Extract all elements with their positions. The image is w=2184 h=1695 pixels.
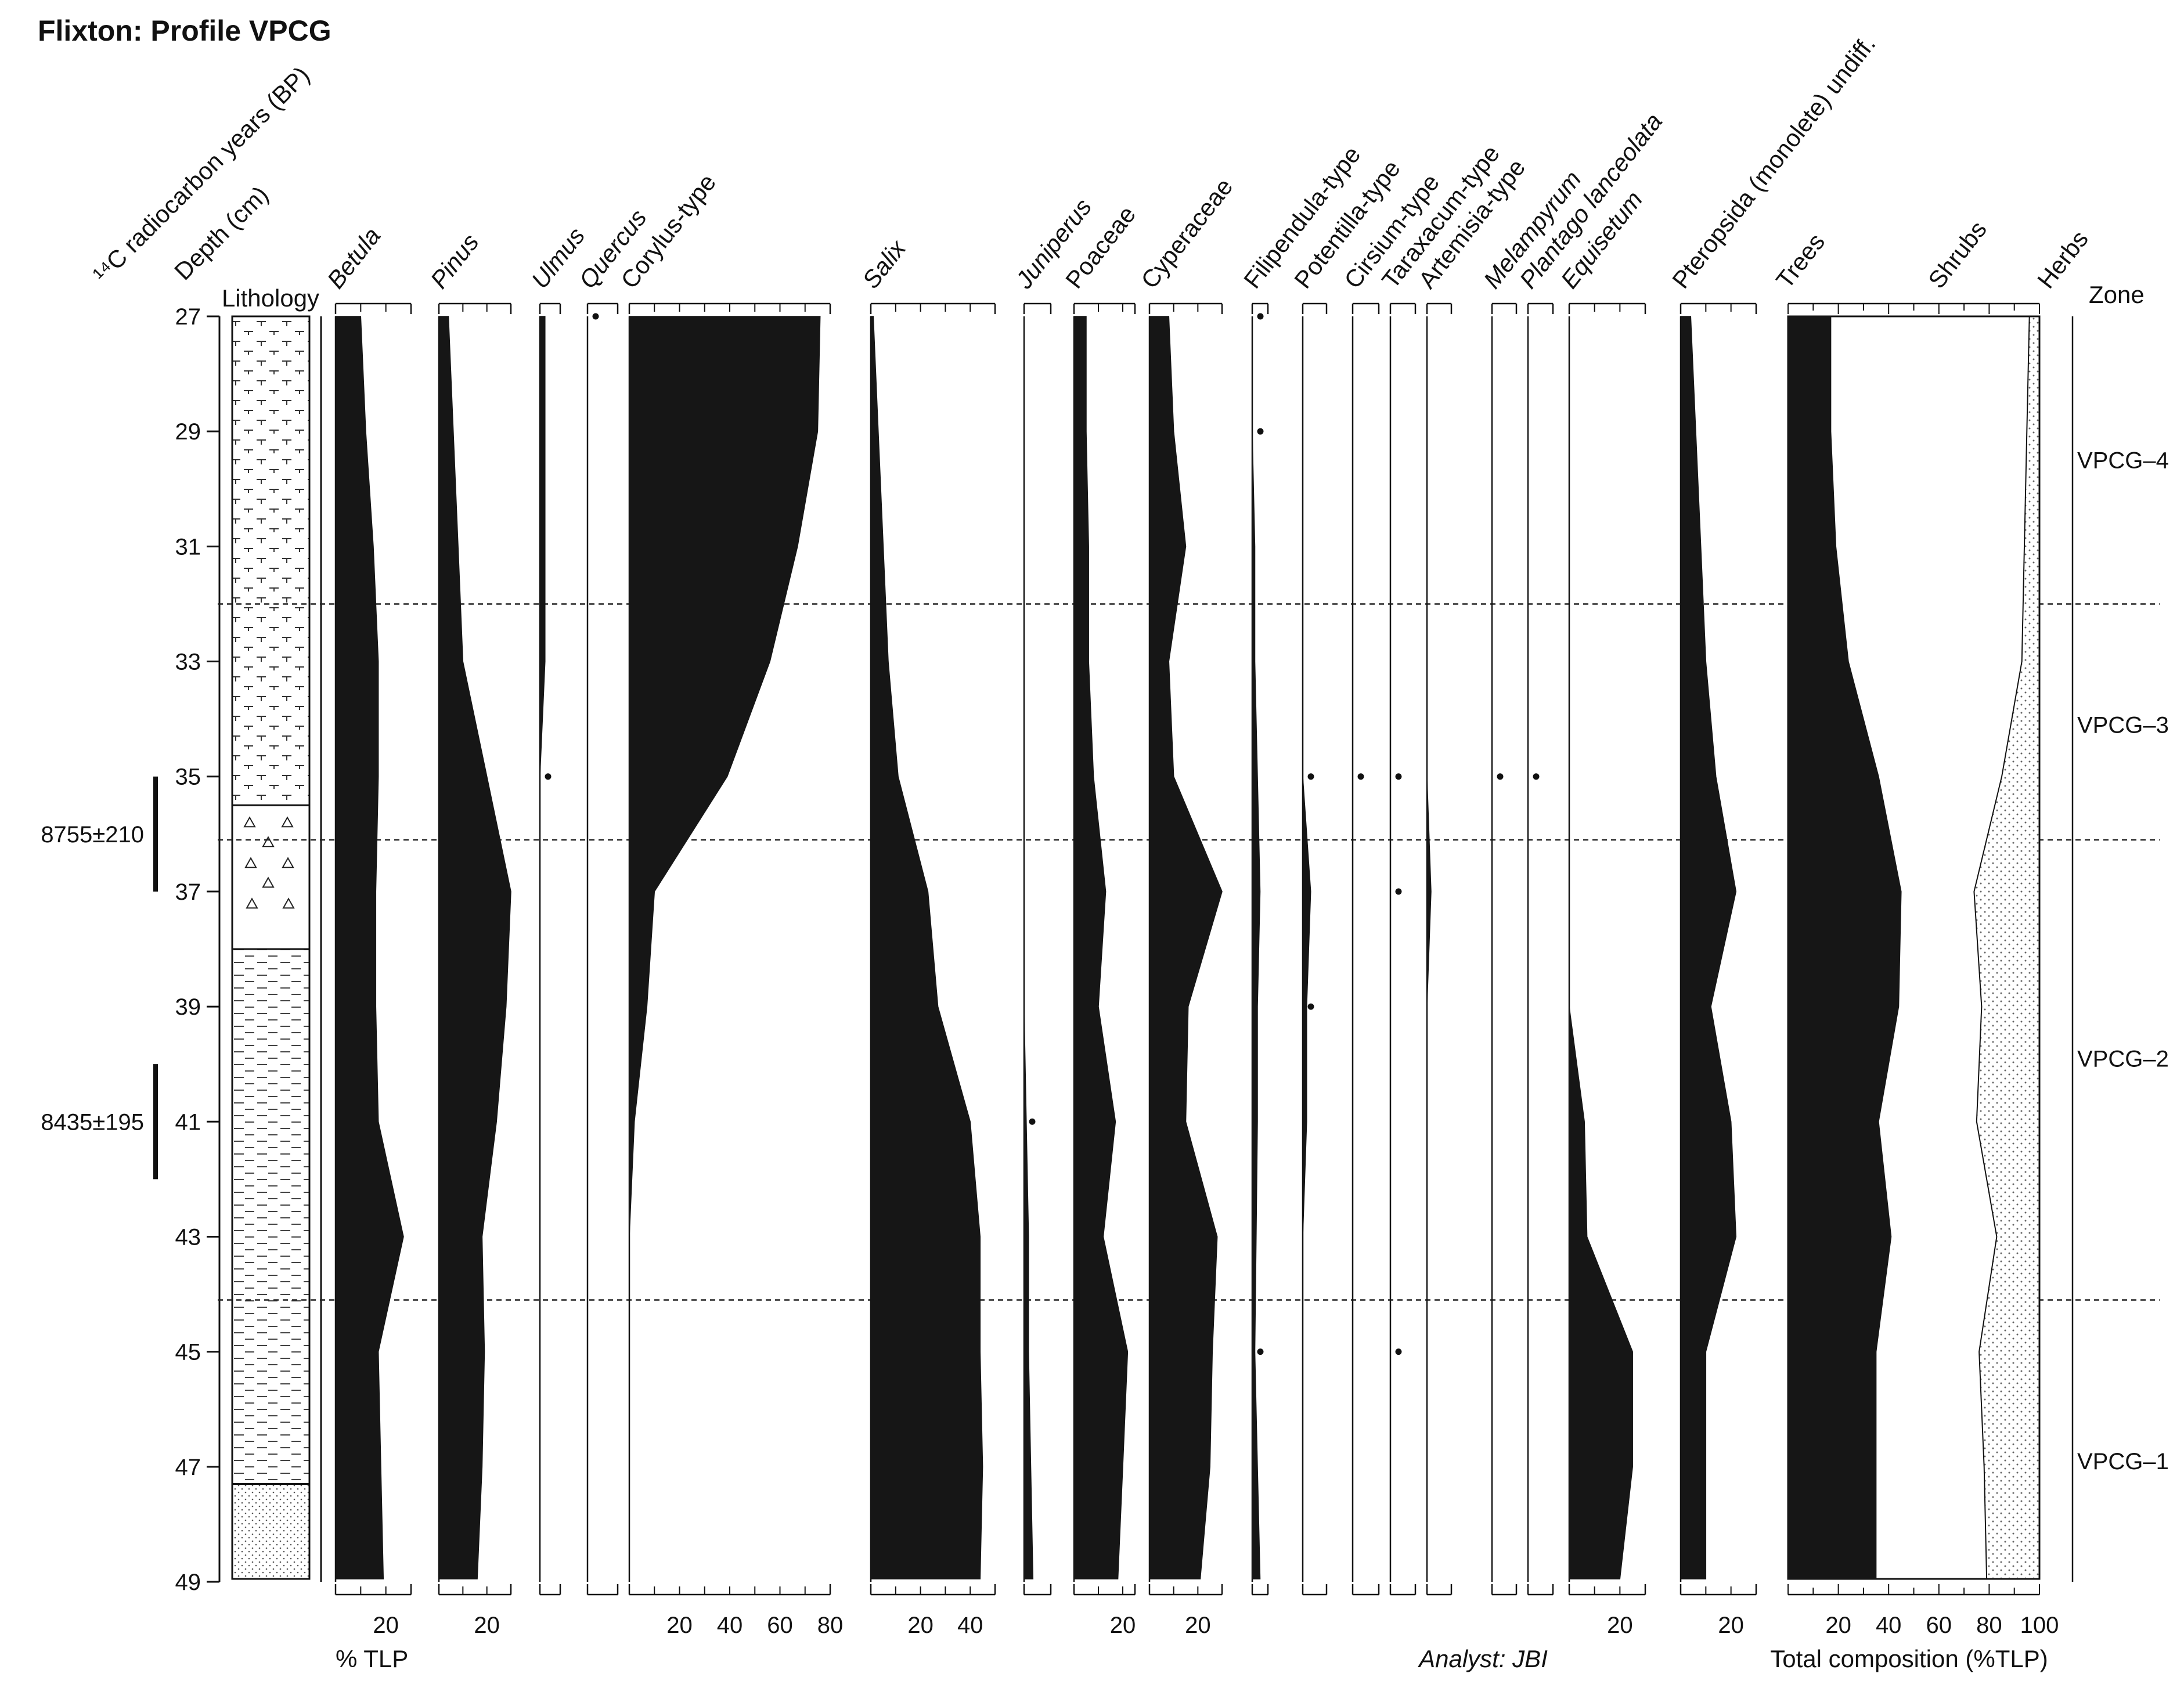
taxon-tick-label: 40 bbox=[717, 1613, 743, 1638]
taxon-curve-potentilla-type bbox=[1302, 316, 1311, 1579]
taxon-curve-corylus-type bbox=[629, 316, 821, 1579]
lithology-unit-peat bbox=[231, 315, 311, 806]
depth-tick-label: 29 bbox=[175, 419, 201, 445]
summary-tick-label: 40 bbox=[1876, 1613, 1902, 1638]
summary-axis-title: Total composition (%TLP) bbox=[1770, 1645, 2048, 1672]
taxon-presence-dot bbox=[1357, 773, 1364, 780]
depth-tick-label: 43 bbox=[175, 1224, 201, 1250]
clast-symbol bbox=[262, 836, 275, 848]
taxon-curve-betula bbox=[335, 316, 404, 1579]
depth-tick-label: 45 bbox=[175, 1340, 201, 1365]
taxon-tick-label: 40 bbox=[957, 1613, 983, 1638]
radiocarbon-date-label: 8435±195 bbox=[41, 1109, 144, 1135]
taxon-tick-label: 20 bbox=[1110, 1613, 1136, 1638]
taxon-presence-dot bbox=[1307, 773, 1314, 780]
summary-herbs-area bbox=[1973, 316, 2040, 1579]
taxon-tick-label: 20 bbox=[373, 1613, 399, 1638]
zone-label: VPCG–4 bbox=[2077, 448, 2169, 474]
taxon-curve-artemisia-type bbox=[1426, 316, 1432, 1579]
depth-tick-label: 27 bbox=[175, 304, 201, 330]
analyst-label: Analyst: JBI bbox=[1417, 1645, 1548, 1672]
taxon-curve-ulmus bbox=[539, 316, 546, 1579]
summary-tick-label: 100 bbox=[2020, 1613, 2059, 1638]
clast-symbol bbox=[244, 857, 257, 868]
taxon-presence-dot bbox=[592, 313, 599, 320]
depth-tick-label: 47 bbox=[175, 1455, 201, 1480]
clast-symbol bbox=[281, 816, 294, 828]
taxon-curve-salix bbox=[870, 316, 983, 1579]
taxon-presence-dot bbox=[1029, 1118, 1036, 1125]
taxon-label-pinus: Pinus bbox=[425, 229, 484, 294]
summary-tick-label: 80 bbox=[1976, 1613, 2002, 1638]
zone-column-label: Zone bbox=[2089, 281, 2145, 308]
taxon-presence-dot bbox=[545, 773, 552, 780]
depth-tick-label: 49 bbox=[175, 1570, 201, 1595]
depth-tick-label: 35 bbox=[175, 764, 201, 790]
clast-symbol bbox=[282, 897, 295, 909]
taxon-tick-label: 20 bbox=[1718, 1613, 1744, 1638]
taxon-presence-dot bbox=[1395, 888, 1402, 895]
taxon-tick-label: 20 bbox=[1185, 1613, 1211, 1638]
taxon-curve-filipendula-type bbox=[1252, 316, 1261, 1579]
clast-symbol bbox=[282, 857, 294, 868]
zone-label: VPCG–3 bbox=[2077, 713, 2169, 738]
taxon-curve-equisetum bbox=[1569, 316, 1633, 1579]
axis-unit-label: % TLP bbox=[336, 1645, 408, 1672]
summary-trees-area bbox=[1787, 316, 1902, 1579]
clast-symbol bbox=[246, 897, 258, 909]
lithology-label: Lithology bbox=[222, 284, 319, 312]
lithology-unit-sand bbox=[231, 1483, 311, 1580]
taxon-label-pteropsida-monolete-undiff: Pteropsida (monolete) undiff. bbox=[1667, 30, 1881, 293]
summary-label-herbs: Herbs bbox=[2032, 225, 2093, 293]
zone-label: VPCG–2 bbox=[2077, 1046, 2169, 1072]
taxon-tick-label: 20 bbox=[907, 1613, 934, 1638]
clast-symbol bbox=[243, 816, 256, 828]
taxon-presence-dot bbox=[1257, 1348, 1264, 1355]
taxon-curve-pteropsida-monolete-undiff bbox=[1680, 316, 1737, 1579]
taxon-presence-dot bbox=[1257, 313, 1264, 320]
taxon-tick-label: 20 bbox=[666, 1613, 693, 1638]
depth-tick-label: 37 bbox=[175, 879, 201, 905]
taxon-presence-dot bbox=[1395, 1348, 1402, 1355]
taxon-presence-dot bbox=[1497, 773, 1504, 780]
taxon-tick-label: 20 bbox=[1607, 1613, 1633, 1638]
taxon-presence-dot bbox=[1307, 1003, 1314, 1010]
taxon-label-salix: Salix bbox=[857, 234, 911, 293]
clast-symbol bbox=[262, 877, 275, 888]
radiocarbon-date-label: 8755±210 bbox=[41, 822, 144, 848]
summary-label-trees: Trees bbox=[1771, 228, 1830, 293]
depth-tick-label: 31 bbox=[175, 534, 201, 560]
depth-tick-label: 39 bbox=[175, 994, 201, 1020]
taxon-label-cyperaceae: Cyperaceae bbox=[1136, 173, 1238, 293]
summary-label-shrubs: Shrubs bbox=[1923, 216, 1992, 294]
depth-tick-label: 41 bbox=[175, 1109, 201, 1135]
taxon-presence-dot bbox=[1533, 773, 1540, 780]
lithology-unit-clay bbox=[231, 948, 311, 1485]
taxon-presence-dot bbox=[1257, 428, 1264, 435]
summary-tick-label: 20 bbox=[1825, 1613, 1851, 1638]
depth-tick-label: 33 bbox=[175, 650, 201, 675]
taxon-label-ulmus: Ulmus bbox=[526, 222, 590, 294]
taxon-tick-label: 20 bbox=[474, 1613, 500, 1638]
lithology-unit-clast bbox=[231, 804, 311, 950]
taxon-tick-label: 60 bbox=[767, 1613, 793, 1638]
taxon-label-betula: Betula bbox=[322, 222, 385, 294]
taxon-curve-cyperaceae bbox=[1149, 316, 1223, 1579]
taxon-tick-label: 80 bbox=[817, 1613, 844, 1638]
taxon-curve-juniperus bbox=[1023, 316, 1034, 1579]
taxon-presence-dot bbox=[1395, 773, 1402, 780]
taxon-curve-pinus bbox=[438, 316, 511, 1579]
summary-tick-label: 60 bbox=[1926, 1613, 1952, 1638]
zone-label: VPCG–1 bbox=[2077, 1449, 2169, 1474]
chart-title: Flixton: Profile VPCG bbox=[38, 15, 331, 47]
taxon-curve-poaceae bbox=[1073, 316, 1129, 1579]
